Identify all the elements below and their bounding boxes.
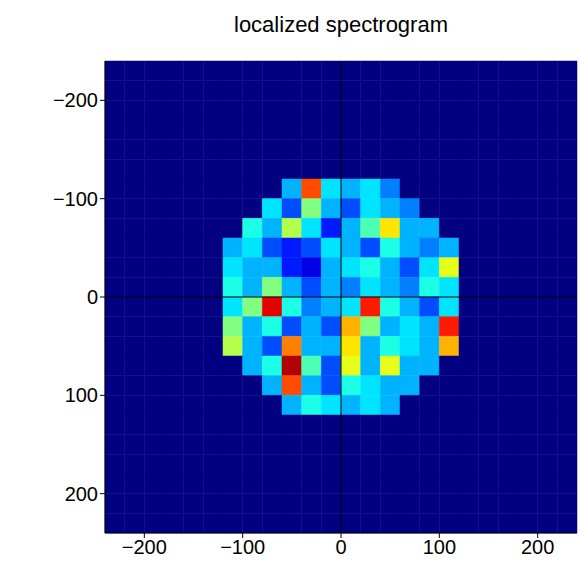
- svg-text:0: 0: [87, 286, 98, 308]
- html-text:localized spectrogram: localized spectrogram: [234, 12, 448, 37]
- svg-text:−100: −100: [220, 536, 265, 558]
- svg-text:100: 100: [65, 384, 98, 406]
- svg-text:100: 100: [423, 536, 456, 558]
- svg-text:0: 0: [335, 536, 346, 558]
- svg-text:−200: −200: [122, 536, 167, 558]
- svg-text:−100: −100: [53, 188, 98, 210]
- svg-text:−200: −200: [53, 89, 98, 111]
- svg-text:200: 200: [65, 483, 98, 505]
- svg-text:200: 200: [521, 536, 554, 558]
